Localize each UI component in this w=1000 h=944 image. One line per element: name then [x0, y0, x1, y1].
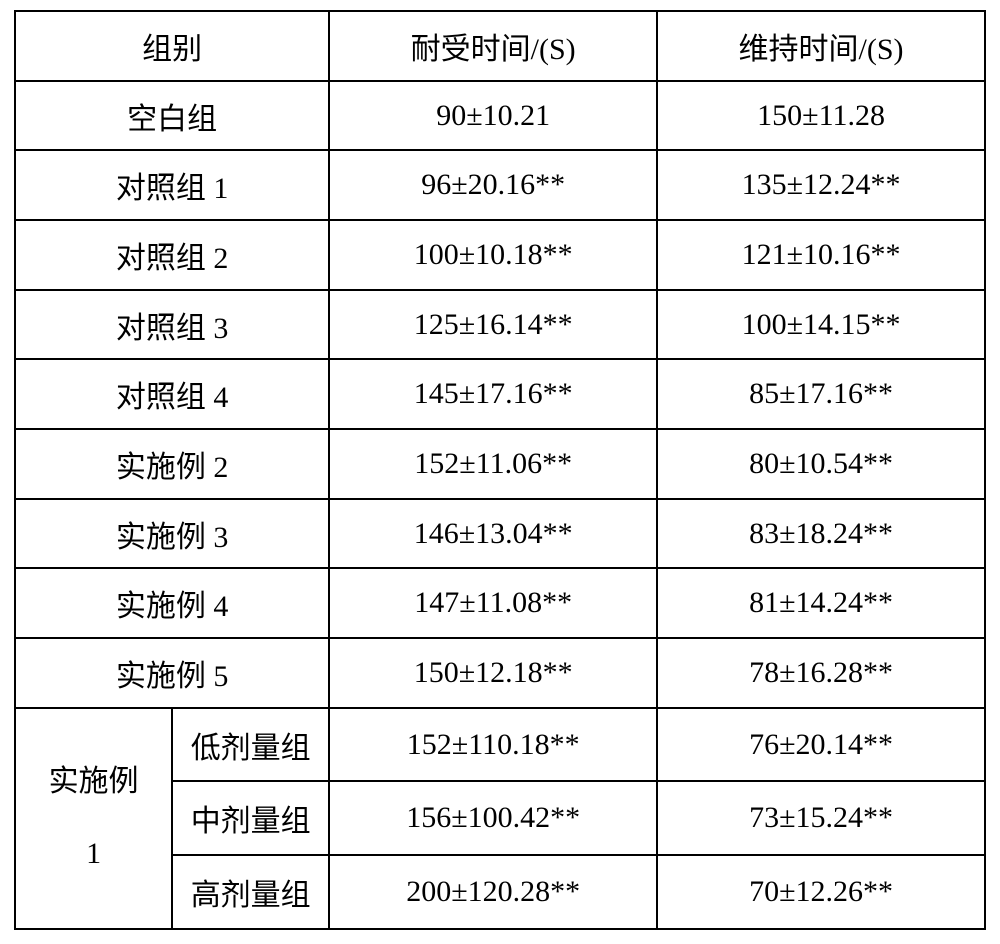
table-row: 对照组 2 100±10.18** 121±10.16**: [15, 220, 985, 290]
cell-subgroup: 低剂量组: [172, 708, 329, 782]
cell-maintain: 150±11.28: [657, 81, 985, 151]
table-container: 组别 耐受时间/(S) 维持时间/(S) 空白组 90±10.21 150±11…: [0, 0, 1000, 944]
table-row: 对照组 4 145±17.16** 85±17.16**: [15, 359, 985, 429]
cell-tolerance: 156±100.42**: [329, 781, 657, 855]
col-header-tolerance: 耐受时间/(S): [329, 11, 657, 81]
cell-group: 实施例 3: [15, 499, 329, 569]
cell-group: 实施例 5: [15, 638, 329, 708]
nested-group-label-line1: 实施例: [49, 765, 139, 798]
cell-subgroup: 高剂量组: [172, 855, 329, 929]
table-row: 对照组 3 125±16.14** 100±14.15**: [15, 290, 985, 360]
data-table: 组别 耐受时间/(S) 维持时间/(S) 空白组 90±10.21 150±11…: [14, 10, 986, 930]
cell-tolerance: 100±10.18**: [329, 220, 657, 290]
cell-maintain: 100±14.15**: [657, 290, 985, 360]
cell-tolerance: 96±20.16**: [329, 150, 657, 220]
cell-nested-group: 实施例 1: [15, 708, 172, 929]
table-header-row: 组别 耐受时间/(S) 维持时间/(S): [15, 11, 985, 81]
cell-maintain: 78±16.28**: [657, 638, 985, 708]
cell-maintain: 121±10.16**: [657, 220, 985, 290]
cell-subgroup: 中剂量组: [172, 781, 329, 855]
cell-group: 实施例 2: [15, 429, 329, 499]
cell-group: 对照组 2: [15, 220, 329, 290]
cell-tolerance: 152±11.06**: [329, 429, 657, 499]
cell-maintain: 73±15.24**: [657, 781, 985, 855]
col-header-group: 组别: [15, 11, 329, 81]
cell-maintain: 135±12.24**: [657, 150, 985, 220]
cell-tolerance: 146±13.04**: [329, 499, 657, 569]
cell-tolerance: 150±12.18**: [329, 638, 657, 708]
cell-group: 空白组: [15, 81, 329, 151]
cell-maintain: 81±14.24**: [657, 568, 985, 638]
cell-maintain: 83±18.24**: [657, 499, 985, 569]
cell-tolerance: 145±17.16**: [329, 359, 657, 429]
table-row: 实施例 3 146±13.04** 83±18.24**: [15, 499, 985, 569]
cell-maintain: 76±20.14**: [657, 708, 985, 782]
table-row: 实施例 5 150±12.18** 78±16.28**: [15, 638, 985, 708]
table-row: 实施例 2 152±11.06** 80±10.54**: [15, 429, 985, 499]
cell-group: 对照组 4: [15, 359, 329, 429]
nested-group-label-line2: 1: [86, 837, 101, 870]
cell-tolerance: 147±11.08**: [329, 568, 657, 638]
cell-maintain: 70±12.26**: [657, 855, 985, 929]
cell-group: 对照组 3: [15, 290, 329, 360]
cell-maintain: 80±10.54**: [657, 429, 985, 499]
cell-group: 对照组 1: [15, 150, 329, 220]
col-header-maintain: 维持时间/(S): [657, 11, 985, 81]
table-row: 实施例 4 147±11.08** 81±14.24**: [15, 568, 985, 638]
table-row: 对照组 1 96±20.16** 135±12.24**: [15, 150, 985, 220]
table-row-nested: 实施例 1 低剂量组 152±110.18** 76±20.14**: [15, 708, 985, 782]
table-row: 空白组 90±10.21 150±11.28: [15, 81, 985, 151]
cell-tolerance: 152±110.18**: [329, 708, 657, 782]
cell-tolerance: 90±10.21: [329, 81, 657, 151]
cell-maintain: 85±17.16**: [657, 359, 985, 429]
cell-group: 实施例 4: [15, 568, 329, 638]
cell-tolerance: 200±120.28**: [329, 855, 657, 929]
cell-tolerance: 125±16.14**: [329, 290, 657, 360]
